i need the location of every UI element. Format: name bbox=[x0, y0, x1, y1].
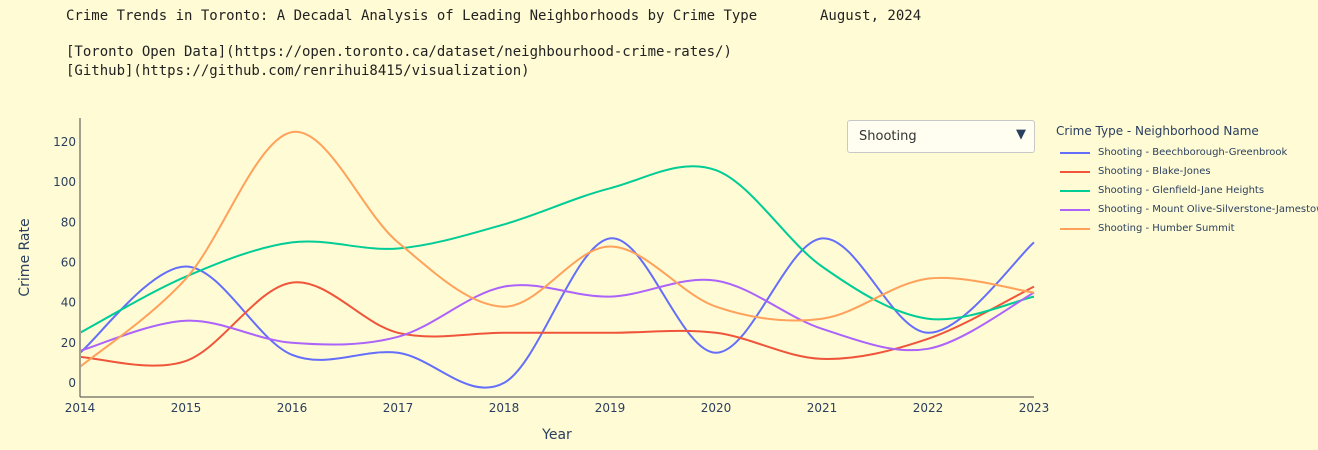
y-tick-label: 0 bbox=[68, 376, 76, 390]
legend-label: Shooting - Blake-Jones bbox=[1098, 166, 1211, 177]
legend-swatch bbox=[1060, 189, 1090, 192]
github-link[interactable]: [Github](https://github.com/renrihui8415… bbox=[66, 63, 530, 79]
x-tick-label: 2023 bbox=[1019, 401, 1050, 415]
x-tick-label: 2015 bbox=[171, 401, 202, 415]
legend-title: Crime Type - Neighborhood Name bbox=[1056, 124, 1259, 138]
legend-swatch bbox=[1060, 208, 1090, 211]
y-tick-label: 20 bbox=[61, 336, 76, 350]
y-tick-label: 120 bbox=[53, 135, 76, 149]
legend-label: Shooting - Glenfield-Jane Heights bbox=[1098, 185, 1265, 196]
page-title: Crime Trends in Toronto: A Decadal Analy… bbox=[66, 8, 758, 24]
x-tick-label: 2014 bbox=[65, 401, 96, 415]
chart-legend: Crime Type - Neighborhood Name Shooting … bbox=[1056, 124, 1318, 238]
y-tick-label: 80 bbox=[61, 215, 76, 229]
y-tick-label: 60 bbox=[61, 256, 76, 270]
legend-swatch bbox=[1060, 170, 1090, 173]
x-tick-label: 2016 bbox=[277, 401, 308, 415]
legend-label: Shooting - Mount Olive-Silverstone-James… bbox=[1098, 204, 1318, 215]
x-tick-label: 2021 bbox=[807, 401, 838, 415]
legend-swatch bbox=[1060, 227, 1090, 230]
x-tick-label: 2017 bbox=[383, 401, 414, 415]
x-tick-label: 2020 bbox=[701, 401, 732, 415]
legend-item[interactable]: Shooting - Glenfield-Jane Heights bbox=[1056, 181, 1318, 200]
legend-item[interactable]: Shooting - Beechborough-Greenbrook bbox=[1056, 143, 1318, 162]
legend-label: Shooting - Humber Summit bbox=[1098, 223, 1235, 234]
series-line-1 bbox=[81, 281, 1035, 367]
legend-swatch bbox=[1060, 151, 1090, 154]
x-tick-label: 2022 bbox=[913, 401, 944, 415]
y-tick-label: 40 bbox=[61, 296, 76, 310]
x-tick-label: 2018 bbox=[489, 401, 520, 415]
series-line-4 bbox=[81, 131, 1035, 368]
series-line-0 bbox=[81, 237, 1035, 389]
x-tick-label: 2019 bbox=[595, 401, 626, 415]
x-axis-title: Year bbox=[541, 427, 572, 443]
legend-label: Shooting - Beechborough-Greenbrook bbox=[1098, 147, 1288, 158]
legend-item[interactable]: Shooting - Blake-Jones bbox=[1056, 162, 1318, 181]
crime-type-dropdown[interactable]: Shooting ▼ bbox=[847, 120, 1035, 153]
toronto-open-data-link[interactable]: [Toronto Open Data](https://open.toronto… bbox=[66, 44, 732, 60]
series-line-2 bbox=[81, 165, 1035, 334]
y-tick-label: 100 bbox=[53, 175, 76, 189]
legend-item[interactable]: Shooting - Humber Summit bbox=[1056, 219, 1318, 238]
legend-item[interactable]: Shooting - Mount Olive-Silverstone-James… bbox=[1056, 200, 1318, 219]
triangle-down-icon[interactable]: ▼ bbox=[1016, 127, 1026, 142]
y-axis-title: Crime Rate bbox=[17, 218, 33, 296]
report-date: August, 2024 bbox=[820, 8, 922, 24]
dropdown-selected-value: Shooting bbox=[859, 129, 917, 144]
series-line-3 bbox=[81, 278, 1035, 352]
